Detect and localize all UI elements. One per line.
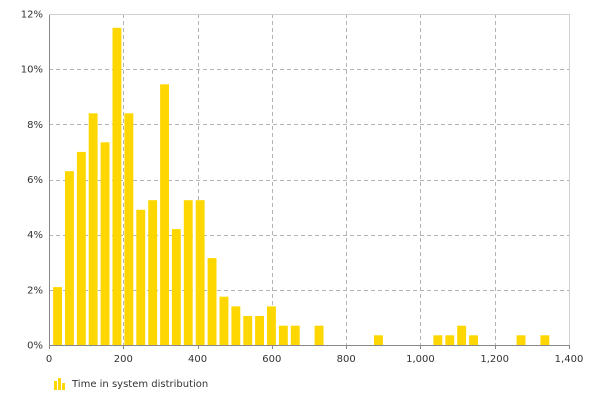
bar — [469, 335, 478, 345]
bar — [100, 142, 110, 345]
bar — [267, 306, 276, 345]
bar — [207, 258, 217, 345]
y-tick-label: 2% — [27, 285, 43, 296]
bar — [231, 306, 241, 345]
bar — [314, 325, 324, 345]
bar — [540, 335, 550, 345]
bar — [374, 335, 383, 345]
y-tick-label: 10% — [21, 65, 43, 76]
bar — [112, 27, 122, 346]
legend-series-icon — [54, 378, 65, 390]
bar — [148, 200, 158, 345]
x-tick-label: 0 — [46, 354, 52, 365]
y-tick-label: 6% — [27, 175, 43, 186]
bar — [136, 209, 146, 345]
y-tick-label: 4% — [27, 230, 43, 241]
bar — [195, 200, 205, 345]
bar — [457, 325, 467, 345]
bar — [243, 316, 253, 345]
x-tick-label: 800 — [337, 354, 356, 365]
y-tick-label: 0% — [27, 341, 43, 352]
bar — [516, 335, 526, 345]
bar — [124, 113, 134, 345]
bar — [219, 296, 229, 345]
bar — [445, 335, 455, 345]
bar — [433, 335, 443, 345]
bar — [88, 113, 98, 345]
x-tick-label: 1,400 — [555, 354, 584, 365]
bar — [76, 151, 86, 345]
x-tick-label: 1,000 — [406, 354, 435, 365]
bar — [183, 200, 193, 345]
x-tick-label: 1,200 — [480, 354, 509, 365]
bar — [255, 316, 264, 345]
bar — [160, 84, 169, 346]
x-tick-label: 600 — [262, 354, 281, 365]
legend-label: Time in system distribution — [72, 378, 209, 390]
x-tick-label: 400 — [188, 354, 207, 365]
x-tick-label: 200 — [114, 354, 133, 365]
y-tick-label: 8% — [27, 120, 43, 131]
bar — [278, 325, 288, 345]
bar — [53, 287, 62, 345]
bar — [171, 229, 181, 345]
y-tick-label: 12% — [21, 10, 43, 21]
bar — [290, 325, 300, 345]
bar — [65, 171, 74, 345]
legend: Time in system distribution — [54, 377, 208, 391]
